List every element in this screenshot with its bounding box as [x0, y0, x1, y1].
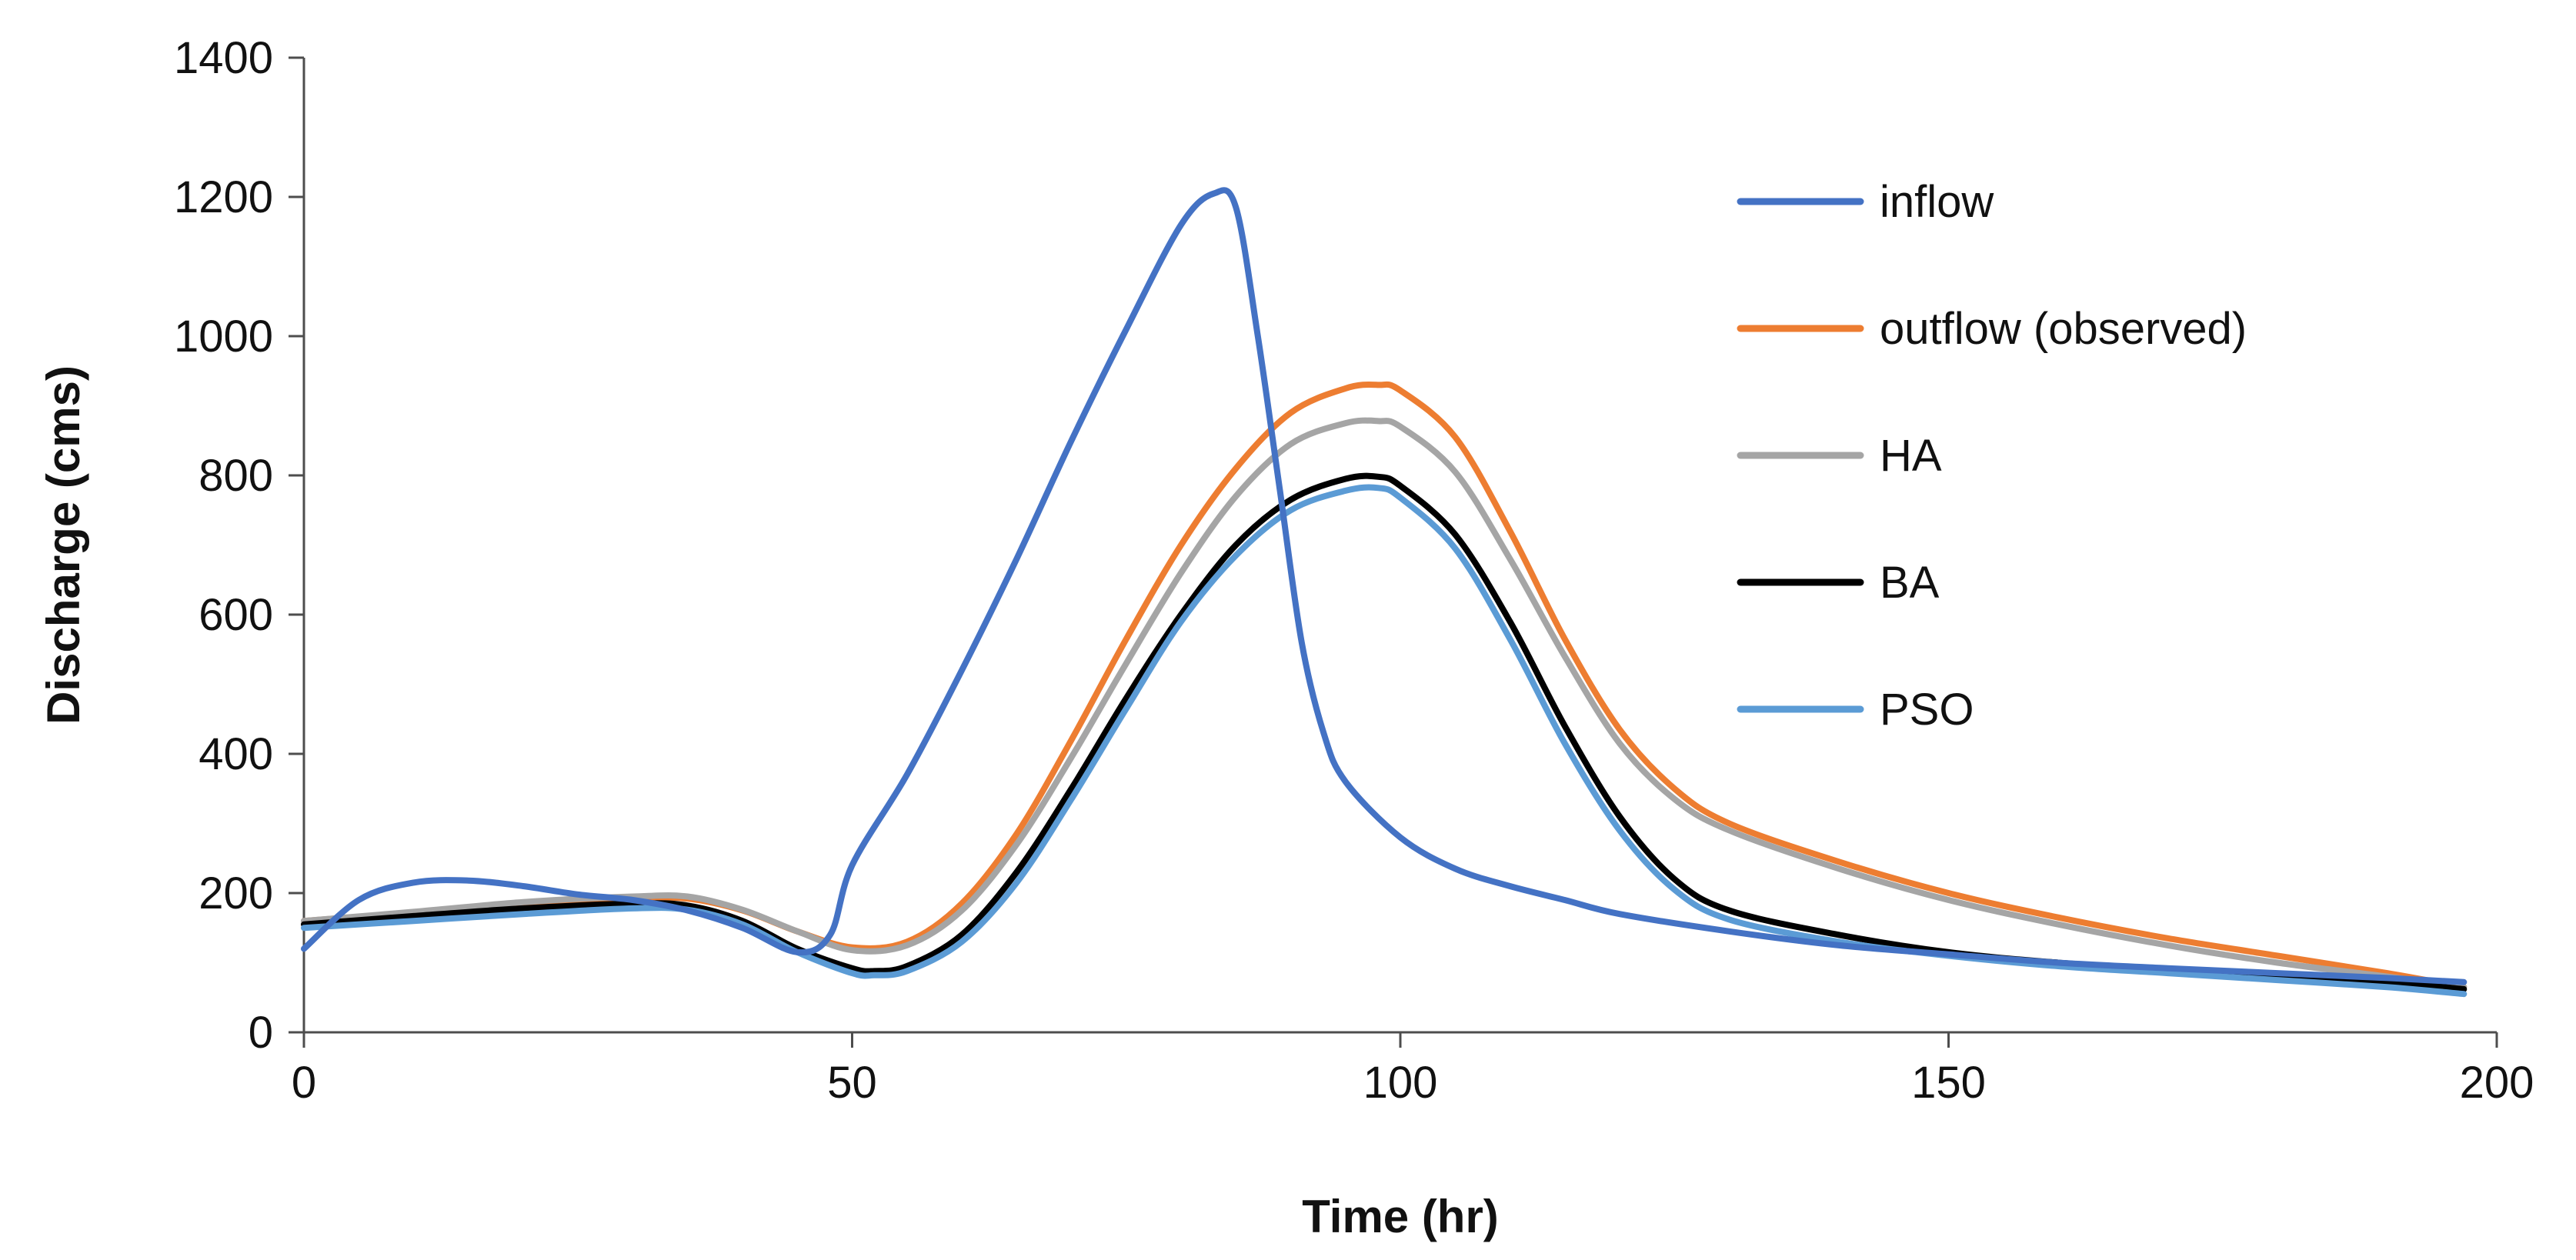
- legend-label-outflow-observed: outflow (observed): [1880, 304, 2247, 354]
- series-line-ha: [301, 417, 2468, 991]
- y-tick-label: 200: [199, 868, 273, 918]
- x-tick-label: 200: [2460, 1058, 2534, 1108]
- axes-group: [302, 58, 2497, 1034]
- x-tick-label: 150: [1911, 1058, 1986, 1108]
- series-line-inflow: [301, 187, 2468, 985]
- y-tick-label: 1400: [174, 33, 273, 83]
- series-line-pso: [301, 484, 2468, 998]
- x-ticks-group: 0 50 100 150 200: [292, 1032, 2534, 1108]
- series-line-ba: [301, 472, 2468, 992]
- legend: inflow outflow (observed) HA BA PSO: [1737, 177, 2247, 735]
- y-tick-label: 1000: [174, 312, 273, 362]
- y-axis-title: Discharge (cms): [38, 365, 89, 725]
- y-tick-label: 0: [249, 1008, 273, 1058]
- x-tick-label: 100: [1363, 1058, 1438, 1108]
- series-group: [301, 187, 2468, 998]
- y-ticks-group: 0 200 400 600 800 1000 1200 1400: [174, 33, 304, 1058]
- y-tick-label: 1200: [174, 172, 273, 222]
- legend-label-ha: HA: [1880, 431, 1942, 481]
- y-tick-label: 400: [199, 729, 273, 779]
- x-axis-title: Time (hr): [1302, 1191, 1499, 1242]
- x-tick-label: 50: [827, 1058, 877, 1108]
- legend-label-inflow: inflow: [1880, 177, 1994, 227]
- legend-label-pso: PSO: [1880, 685, 1974, 735]
- x-tick-label: 0: [292, 1058, 316, 1108]
- y-tick-label: 600: [199, 590, 273, 640]
- y-tick-label: 800: [199, 451, 273, 501]
- legend-label-ba: BA: [1880, 558, 1940, 608]
